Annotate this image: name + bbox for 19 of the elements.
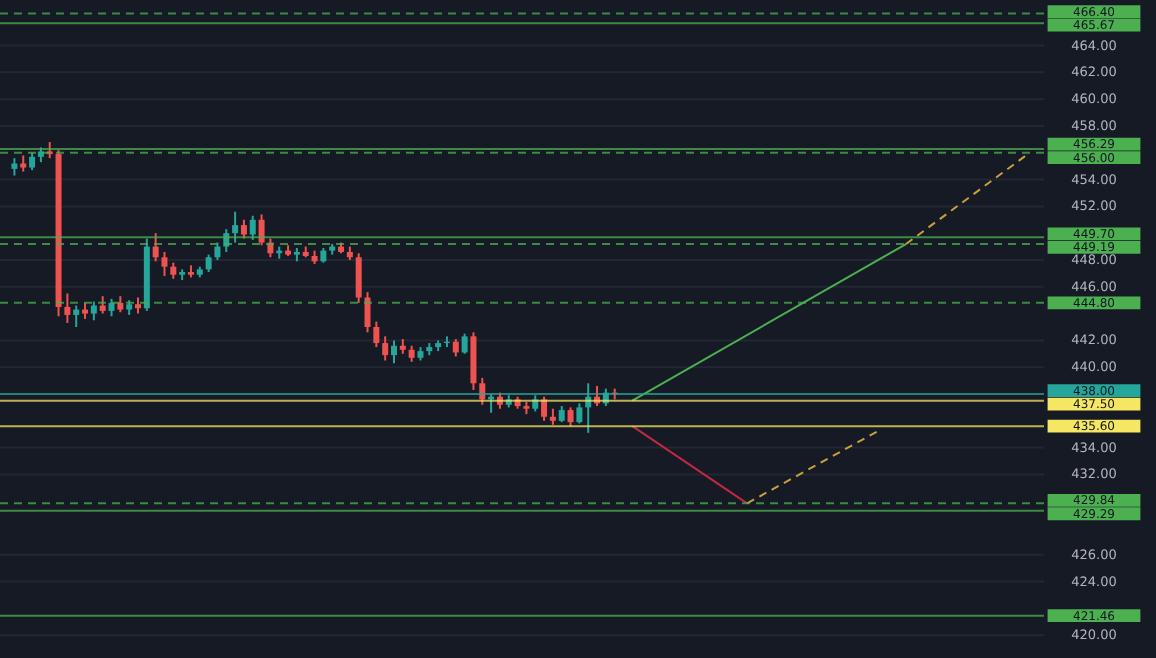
candlestick (382, 335, 389, 362)
candlestick (73, 304, 80, 328)
candlestick (90, 300, 97, 322)
candlestick (541, 395, 548, 422)
candlestick (258, 213, 265, 247)
candlestick (152, 232, 159, 263)
candlestick (461, 332, 468, 355)
candlestick (64, 292, 71, 324)
candlestick (161, 250, 168, 278)
candlestick (373, 320, 380, 349)
candlestick (249, 214, 256, 241)
candlestick (567, 406, 574, 428)
candlestick (232, 210, 239, 244)
candlestick (240, 218, 247, 240)
candlestick (470, 331, 477, 391)
candlestick (355, 252, 362, 304)
candlestick (391, 339, 397, 365)
candlestick (576, 402, 583, 425)
candlestick (364, 291, 371, 334)
